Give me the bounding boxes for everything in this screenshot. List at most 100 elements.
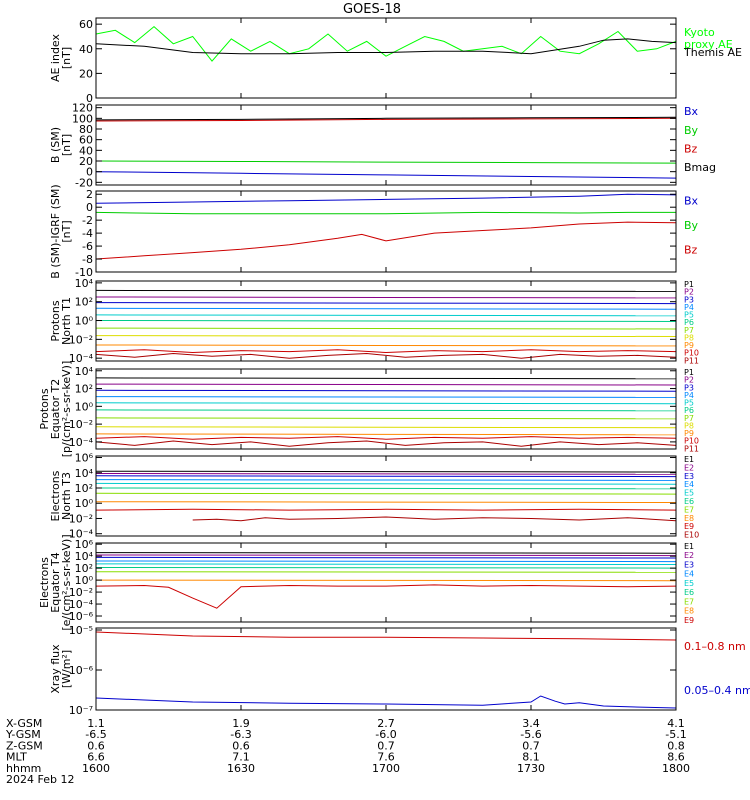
series-line-6-8 bbox=[95, 501, 677, 503]
series-line-4-7 bbox=[95, 327, 677, 330]
series-line-5-11 bbox=[95, 440, 677, 447]
y-tick-label-6-2: 10⁻² bbox=[69, 512, 93, 525]
legend-label-4-7: P7 bbox=[684, 326, 694, 335]
x-tick-value-5-5: 1800 bbox=[662, 762, 690, 775]
y-tick-label-8-1: 10⁻⁷ bbox=[69, 704, 93, 717]
y-tick-label-5-5: 10⁴ bbox=[75, 365, 94, 378]
series-line-5-5 bbox=[95, 402, 677, 405]
x-tick-value-1-2: -6.5 bbox=[85, 728, 106, 741]
legend-label-6-5: E5 bbox=[684, 489, 694, 498]
legend-line-4-5-1: P5 bbox=[684, 311, 694, 320]
legend-label-5-8: P8 bbox=[684, 421, 694, 430]
legend-label-7-8: E8 bbox=[684, 607, 694, 616]
series-line-4-3 bbox=[95, 302, 677, 305]
legend-label-6-7: E7 bbox=[684, 505, 694, 514]
legend-label-7-6: E6 bbox=[684, 588, 694, 597]
x-tick-value-5-2: -5.1 bbox=[665, 728, 686, 741]
legend-line-7-7-1: E7 bbox=[684, 597, 694, 606]
y-tick-label-3-7: 2 bbox=[86, 188, 93, 201]
y-tick-label-2-2: 0 bbox=[86, 166, 93, 179]
legend-label-4-8: P8 bbox=[684, 333, 694, 342]
series-line-4-6 bbox=[95, 320, 677, 322]
legend-line-4-11-1: P11 bbox=[684, 356, 699, 365]
y-tick-label-5-4: 10² bbox=[75, 383, 93, 396]
legend-label-3-2: By bbox=[684, 219, 699, 232]
y-tick-label-2-3: 20 bbox=[79, 155, 93, 168]
series-line-6-4 bbox=[95, 479, 677, 481]
series-line-5-2 bbox=[95, 383, 677, 386]
legend-line-7-5-1: E5 bbox=[684, 579, 694, 588]
series-line-5-7 bbox=[95, 417, 677, 420]
y-tick-label-6-5: 10⁴ bbox=[75, 467, 94, 480]
series-line-3-1 bbox=[95, 193, 677, 204]
series-line-4-11 bbox=[95, 352, 677, 359]
legend-line-6-5-1: E5 bbox=[684, 489, 694, 498]
legend-label-6-6: E6 bbox=[684, 497, 694, 506]
y-axis-label-line-5-1: Protons bbox=[38, 388, 51, 429]
series-line-5-1 bbox=[95, 377, 677, 380]
legend-line-7-6-1: E6 bbox=[684, 588, 694, 597]
y-tick-label-3-1: -10 bbox=[75, 266, 93, 279]
series-line-8-1 bbox=[95, 631, 677, 641]
date-label: 2024 Feb 12 bbox=[6, 773, 74, 786]
legend-line-4-3-1: P3 bbox=[684, 295, 694, 304]
y-tick-label-7-5: 10² bbox=[75, 562, 93, 575]
series-line-5-3 bbox=[95, 389, 677, 392]
series-line-5-9 bbox=[95, 433, 677, 436]
legend-line-1-1-2: proxy AE bbox=[684, 38, 733, 51]
legend-label-5-1: P1 bbox=[684, 368, 694, 377]
legend-line-6-7-1: E7 bbox=[684, 505, 694, 514]
y-tick-label-7-6: 10⁴ bbox=[75, 550, 94, 563]
x-tick-value-3-1: 2.7 bbox=[377, 717, 395, 730]
series-line-7-5 bbox=[95, 563, 677, 565]
legend-line-6-8-1: E8 bbox=[684, 514, 694, 523]
legend-label-4-2: P2 bbox=[684, 288, 694, 297]
y-tick-label-8-2: 10⁻⁶ bbox=[69, 664, 94, 677]
y-tick-label-2-8: 120 bbox=[72, 102, 93, 115]
series-line-7-6 bbox=[95, 567, 677, 569]
legend-line-5-8-1: P8 bbox=[684, 421, 694, 430]
legend-line-7-8-1: E8 bbox=[684, 607, 694, 616]
legend-line-7-3-1: E3 bbox=[684, 560, 694, 569]
series-line-1-2 bbox=[95, 38, 677, 55]
legend-label-7-7: E7 bbox=[684, 597, 694, 606]
series-line-8-2 bbox=[95, 695, 677, 709]
legend-label-8-1: 0.1–0.8 nm bbox=[684, 640, 746, 653]
legend-line-6-10-1: E10 bbox=[684, 531, 699, 540]
legend-label-6-9: E9 bbox=[684, 522, 694, 531]
series-line-6-5 bbox=[95, 482, 677, 485]
legend-line-6-2-1: E2 bbox=[684, 463, 694, 472]
y-axis-label-line-5-3: [p/(cm²-s-sr-keV)] bbox=[60, 361, 73, 458]
legend-line-5-1-1: P1 bbox=[684, 368, 694, 377]
y-axis-label-5: ProtonsEquator T2[p/(cm²-s-sr-keV)] bbox=[38, 361, 73, 458]
y-axis-label-7: ElectronsEquator T4[e/(cm²-s-sr-keV)] bbox=[38, 534, 73, 630]
y-tick-label-3-3: -6 bbox=[82, 240, 93, 253]
x-tick-value-5-4: 8.6 bbox=[667, 751, 685, 764]
legend-line-4-4-1: P4 bbox=[684, 303, 694, 312]
x-tick-value-4-3: 0.7 bbox=[522, 739, 540, 752]
legend-label-6-1: E1 bbox=[684, 455, 694, 464]
legend-line-4-7-1: P7 bbox=[684, 326, 694, 335]
y-axis-label-line-8-1: Xray flux bbox=[49, 644, 62, 694]
series-line-6-9 bbox=[95, 508, 677, 511]
x-tick-value-1-1: 1.1 bbox=[87, 717, 105, 730]
y-tick-label-7-7: 10⁶ bbox=[75, 538, 94, 551]
x-tick-value-2-4: 7.1 bbox=[232, 751, 250, 764]
x-tick-value-3-4: 7.6 bbox=[377, 751, 395, 764]
legend-label-4-3: P3 bbox=[684, 295, 694, 304]
y-tick-label-3-6: 0 bbox=[86, 201, 93, 214]
legend-line-5-9-1: P9 bbox=[684, 429, 694, 438]
series-line-4-5 bbox=[95, 314, 677, 317]
legend-line-7-4-1: E4 bbox=[684, 570, 694, 579]
y-tick-label-8-3: 10⁻⁵ bbox=[69, 624, 93, 637]
x-tick-value-2-1: 1.9 bbox=[232, 717, 250, 730]
y-tick-label-4-5: 10⁴ bbox=[75, 277, 94, 290]
y-tick-label-1-3: 40 bbox=[79, 43, 93, 56]
x-tick-value-5-3: 0.8 bbox=[667, 739, 685, 752]
legend-line-7-1-1: E1 bbox=[684, 542, 694, 551]
x-tick-value-2-3: 0.6 bbox=[232, 739, 250, 752]
series-line-7-3 bbox=[95, 556, 677, 559]
